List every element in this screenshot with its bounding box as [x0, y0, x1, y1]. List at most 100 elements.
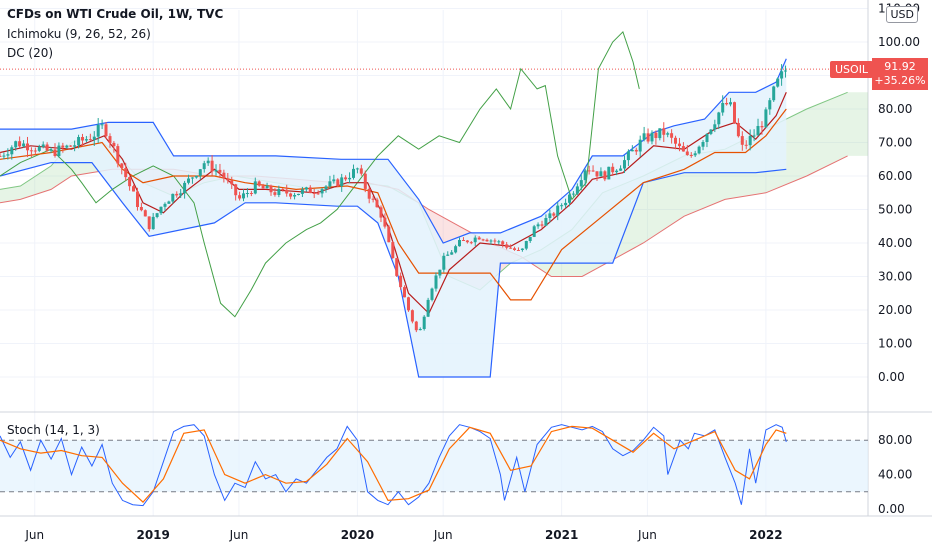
candle-up — [198, 169, 202, 176]
candle-up — [524, 241, 528, 249]
donchian-upper — [0, 58, 787, 244]
candle-up — [697, 146, 701, 154]
candle-down — [18, 141, 22, 147]
candle-down — [0, 155, 2, 157]
candle-up — [473, 237, 477, 243]
candle-down — [591, 170, 595, 172]
candle-down — [88, 139, 92, 141]
symbol-tag: USOIL — [830, 61, 874, 78]
candle-up — [446, 254, 450, 256]
price-tick-label: 40.00 — [878, 236, 912, 250]
candle-up — [77, 137, 81, 146]
last-price: 91.92 — [884, 60, 916, 73]
candle-up — [191, 177, 194, 179]
stochastic-pane: 80.00 40.00 0.00 — [0, 424, 912, 516]
candle-up — [265, 185, 269, 189]
candle-up — [22, 143, 26, 147]
candle-down — [26, 143, 29, 151]
time-tick-label: 2020 — [341, 528, 374, 542]
candle-down — [257, 181, 261, 186]
price-tick-label: 100.00 — [878, 35, 920, 49]
candle-up — [49, 149, 53, 151]
candle-up — [709, 129, 713, 134]
candle-up — [171, 193, 175, 202]
candle-up — [37, 146, 41, 151]
candle-down — [395, 258, 399, 276]
price-tick-label: 70.00 — [878, 136, 912, 150]
candle-up — [442, 255, 446, 270]
candle-down — [132, 186, 135, 192]
candle-up — [242, 193, 245, 199]
candle-up — [489, 240, 493, 242]
candle-down — [175, 193, 179, 196]
candle-up — [615, 170, 619, 173]
candle-down — [501, 241, 505, 245]
candle-down — [611, 166, 615, 173]
price-tick-label: 60.00 — [878, 169, 912, 183]
candle-down — [493, 240, 497, 242]
candle-down — [485, 239, 489, 242]
candle-up — [626, 151, 630, 161]
candle-up — [194, 175, 198, 178]
candle-up — [568, 194, 571, 203]
candle-down — [685, 151, 689, 155]
candle-down — [359, 168, 363, 174]
candle-up — [454, 246, 458, 253]
candle-down — [143, 210, 147, 217]
ichimoku-legend[interactable]: Ichimoku (9, 26, 52, 26) — [7, 27, 151, 41]
price-tick-label: 80.00 — [878, 102, 912, 116]
candle-down — [222, 172, 226, 179]
candle-up — [721, 103, 725, 113]
currency-button[interactable]: USD — [886, 6, 918, 23]
candle-up — [320, 189, 324, 194]
candle-up — [6, 154, 10, 156]
candle-down — [662, 128, 666, 135]
change-percent: +35.26% — [874, 74, 926, 87]
candle-down — [136, 191, 139, 207]
chart-title: CFDs on WTI Crude Oil, 1W, TVC — [7, 7, 224, 21]
price-tick-label: 10.00 — [878, 337, 912, 351]
time-tick-label: 2019 — [136, 528, 169, 542]
candle-down — [249, 193, 253, 194]
candle-up — [776, 78, 780, 87]
candle-up — [768, 100, 772, 110]
candle-down — [104, 124, 108, 137]
candle-down — [744, 144, 748, 146]
candle-up — [630, 149, 634, 152]
candle-down — [269, 185, 273, 193]
candle-up — [438, 269, 442, 276]
stoch-legend[interactable]: Stoch (14, 1, 3) — [7, 423, 100, 437]
candle-up — [187, 178, 190, 183]
candle-up — [607, 166, 611, 180]
price-axis[interactable]: 100.0090.0080.0070.0060.0050.0040.0030.0… — [878, 2, 920, 385]
candle-up — [450, 252, 454, 255]
candle-up — [784, 70, 787, 72]
candle-up — [418, 329, 422, 331]
candle-up — [666, 133, 670, 135]
candle-up — [422, 316, 426, 329]
stoch-d-line — [0, 425, 787, 503]
candle-down — [509, 247, 513, 249]
candle-up — [772, 86, 776, 101]
candle-up — [340, 177, 344, 187]
candle-down — [61, 145, 65, 148]
candle-down — [391, 242, 395, 258]
donchian-legend[interactable]: DC (20) — [7, 46, 54, 60]
price-tick-label: 20.00 — [878, 303, 912, 317]
candle-up — [564, 202, 568, 206]
candle-down — [462, 240, 465, 241]
candle-down — [733, 102, 736, 123]
candle-down — [238, 195, 242, 199]
stoch-tick-label: 40.00 — [878, 468, 912, 482]
candle-down — [387, 226, 391, 243]
candle-down — [116, 146, 120, 164]
candle-up — [430, 288, 434, 300]
time-axis[interactable]: Jun 2019 Jun 2020 Jun 2021 Jun 2022 — [24, 528, 782, 542]
candle-down — [226, 178, 230, 181]
candle-down — [261, 185, 265, 189]
candle-down — [603, 171, 607, 180]
stoch-tick-label: 80.00 — [878, 433, 912, 447]
candle-up — [352, 168, 355, 178]
candle-down — [124, 168, 128, 178]
